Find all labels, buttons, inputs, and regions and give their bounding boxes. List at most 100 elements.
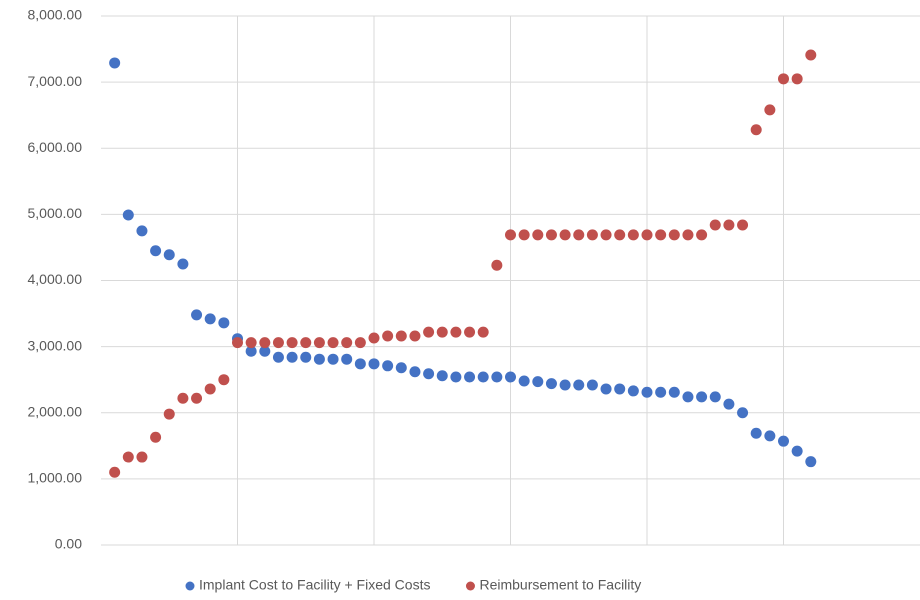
data-point xyxy=(163,408,175,420)
legend-label: Reimbursement to Facility xyxy=(479,577,641,593)
data-point xyxy=(382,330,394,342)
data-point xyxy=(436,326,448,338)
data-point xyxy=(737,407,749,419)
data-point xyxy=(136,451,148,463)
data-point xyxy=(204,383,216,395)
data-point xyxy=(505,371,516,383)
data-point xyxy=(778,73,789,85)
data-point xyxy=(778,435,789,447)
data-point xyxy=(313,337,325,349)
data-point xyxy=(600,229,612,241)
y-tick-label: 1,000.00 xyxy=(28,470,83,486)
data-point xyxy=(750,124,762,136)
data-point xyxy=(532,229,544,241)
data-point xyxy=(177,392,189,404)
data-point xyxy=(696,229,708,241)
legend-marker xyxy=(465,581,475,591)
data-point xyxy=(109,57,121,69)
data-point xyxy=(614,229,626,241)
data-point xyxy=(491,371,503,383)
data-point xyxy=(122,451,134,463)
data-point xyxy=(586,379,598,391)
data-point xyxy=(409,366,421,378)
data-point xyxy=(805,49,817,61)
data-point xyxy=(300,337,312,349)
data-point xyxy=(450,326,462,338)
data-point xyxy=(286,351,298,363)
legend-marker xyxy=(185,581,195,591)
data-point xyxy=(641,386,653,398)
data-point xyxy=(655,229,667,241)
data-point xyxy=(464,371,476,383)
y-tick-label: 7,000.00 xyxy=(28,73,83,89)
data-point xyxy=(395,330,407,342)
data-point xyxy=(614,383,626,395)
data-point xyxy=(518,229,530,241)
y-tick-label: 3,000.00 xyxy=(28,337,83,353)
data-point xyxy=(177,258,189,270)
data-point xyxy=(791,73,803,85)
data-point xyxy=(709,391,721,403)
data-point xyxy=(505,229,516,241)
data-point xyxy=(259,337,271,349)
data-point xyxy=(559,229,571,241)
data-point xyxy=(204,313,216,325)
data-point xyxy=(327,337,339,349)
data-point xyxy=(395,362,407,374)
data-point xyxy=(109,466,121,478)
data-point xyxy=(163,249,175,261)
data-point xyxy=(545,378,557,390)
y-tick-label: 0.00 xyxy=(55,536,82,552)
data-point xyxy=(627,385,639,397)
data-point xyxy=(641,229,653,241)
data-point xyxy=(286,337,298,349)
data-point xyxy=(764,104,776,116)
data-point xyxy=(573,379,585,391)
data-point xyxy=(409,330,421,342)
data-point xyxy=(627,229,639,241)
data-point xyxy=(477,371,489,383)
data-point xyxy=(682,391,694,403)
data-point xyxy=(559,379,571,391)
data-point xyxy=(191,392,203,404)
data-point xyxy=(737,219,749,231)
data-point xyxy=(327,353,339,365)
data-point xyxy=(518,375,530,387)
data-point xyxy=(655,386,667,398)
data-point xyxy=(300,351,312,363)
data-point xyxy=(682,229,694,241)
data-point xyxy=(668,229,680,241)
data-point xyxy=(354,358,366,370)
data-point xyxy=(341,353,353,365)
data-point xyxy=(150,431,162,443)
y-tick-label: 5,000.00 xyxy=(28,205,83,221)
data-point xyxy=(232,337,243,349)
data-point xyxy=(723,219,735,231)
data-point xyxy=(341,337,353,349)
data-point xyxy=(450,371,462,383)
data-point xyxy=(491,259,503,271)
data-point xyxy=(218,374,230,386)
data-point xyxy=(805,456,817,468)
data-point xyxy=(423,326,435,338)
data-point xyxy=(423,368,435,380)
y-tick-label: 2,000.00 xyxy=(28,403,83,419)
data-point xyxy=(436,370,448,382)
data-point xyxy=(218,317,230,329)
y-tick-label: 4,000.00 xyxy=(28,271,83,287)
data-point xyxy=(464,326,476,338)
y-tick-label: 6,000.00 xyxy=(28,139,83,155)
data-point xyxy=(313,353,325,365)
data-point xyxy=(122,209,134,221)
data-point xyxy=(382,360,394,372)
data-point xyxy=(532,376,544,388)
data-point xyxy=(368,358,380,370)
data-point xyxy=(791,445,803,457)
data-point xyxy=(272,351,284,363)
data-point xyxy=(245,345,257,357)
data-point xyxy=(245,337,257,349)
data-point xyxy=(545,229,557,241)
data-point xyxy=(573,229,585,241)
data-point xyxy=(259,345,271,357)
legend-label: Implant Cost to Facility + Fixed Costs xyxy=(199,577,430,593)
